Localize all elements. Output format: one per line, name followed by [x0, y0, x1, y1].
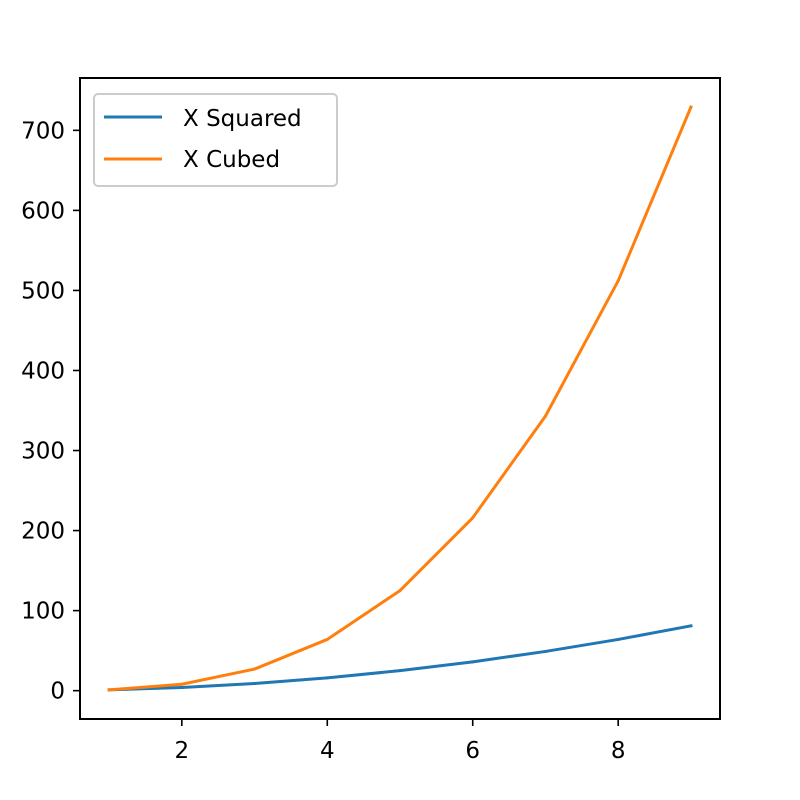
data-point-x-cubed: [253, 667, 257, 671]
data-point-x-cubed: [325, 637, 329, 641]
y-tick-label: 600: [21, 198, 65, 224]
data-point-x-squared: [616, 637, 620, 641]
x-tick-label: 2: [174, 738, 189, 764]
y-tick-label: 700: [21, 118, 65, 144]
y-tick-label: 100: [21, 599, 65, 625]
data-point-x-squared: [180, 685, 184, 689]
data-point-x-squared: [543, 649, 547, 653]
x-tick-label: 4: [320, 738, 335, 764]
legend: X Squared X Cubed: [93, 93, 338, 187]
data-point-x-cubed: [471, 516, 475, 520]
data-point-x-cubed: [107, 688, 111, 692]
y-tick-label: 300: [21, 439, 65, 465]
y-tick-label: 400: [21, 358, 65, 384]
x-tick-label: 6: [465, 738, 480, 764]
data-point-x-cubed: [180, 682, 184, 686]
series-layer: [107, 105, 693, 692]
y-tick-label: 0: [50, 679, 65, 705]
legend-label-x-squared: X Squared: [183, 106, 302, 132]
data-point-x-cubed: [398, 589, 402, 593]
x-tick-label: 8: [611, 738, 626, 764]
data-point-x-cubed: [543, 414, 547, 418]
data-point-x-squared: [689, 624, 693, 628]
plot-frame: [79, 77, 721, 720]
data-point-x-squared: [253, 681, 257, 685]
y-tick-label: 200: [21, 519, 65, 545]
data-point-x-squared: [398, 669, 402, 673]
data-point-x-squared: [471, 660, 475, 664]
y-tick-label: 500: [21, 278, 65, 304]
y-axis: 0 100 200 300 400 500 600 700: [21, 118, 80, 705]
data-point-x-cubed: [616, 279, 620, 283]
legend-label-x-cubed: X Cubed: [183, 147, 280, 173]
data-point-x-cubed: [689, 105, 693, 109]
data-point-x-squared: [325, 676, 329, 680]
x-axis: 2 4 6 8: [174, 719, 626, 764]
